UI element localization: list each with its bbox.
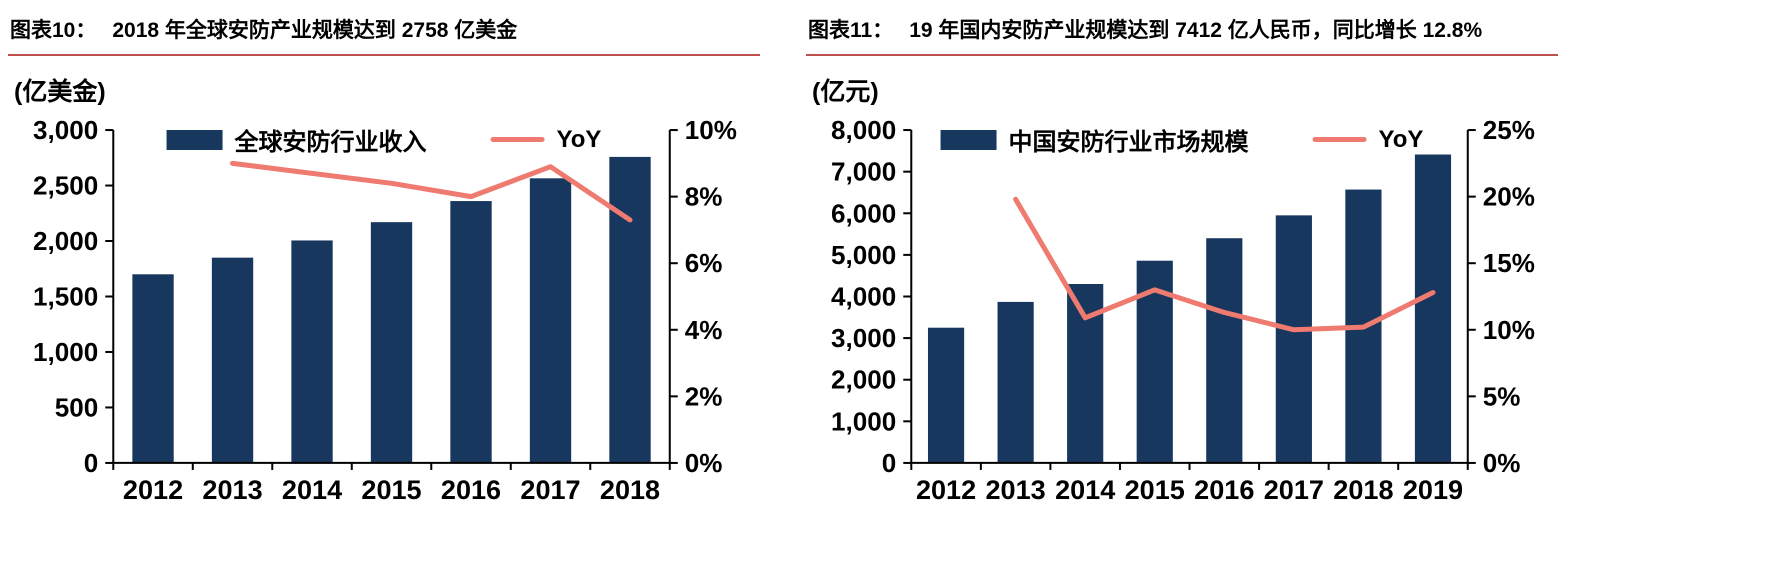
left-axis-tick-label: 3,000	[831, 323, 896, 353]
bar-2014	[291, 240, 333, 463]
right-axis-tick-label: 4%	[685, 315, 723, 345]
x-axis-category-label: 2018	[1333, 474, 1393, 505]
left-axis-tick-label: 1,500	[33, 282, 98, 312]
legend-item-bar: 全球安防行业收入	[166, 122, 427, 157]
right-axis-tick-label: 5%	[1483, 381, 1521, 411]
x-axis-category-label: 2017	[1264, 474, 1324, 505]
right-axis-tick-label: 8%	[685, 182, 723, 212]
bar-2013	[211, 257, 254, 463]
x-axis-category-label: 2014	[282, 474, 342, 505]
left-axis-tick-label: 8,000	[831, 115, 896, 145]
left-axis-tick-label: 0	[84, 448, 99, 478]
left-axis-tick-label: 2,000	[33, 226, 98, 256]
china-security-market-chart: 0 1,000 2,000 3,000 4,000 5,000 6,000 7,000 8,00…	[806, 110, 1558, 523]
bar-series-swatch	[940, 129, 997, 150]
right-axis-tick-label: 25%	[1483, 115, 1535, 145]
figure-title: 19 年国内安防产业规模达到 7412 亿人民币，同比增长 12.8%	[909, 19, 1483, 42]
report-figures-row: 图表10： 2018 年全球安防产业规模达到 2758 亿美金 (亿美金) 0 5…	[8, 12, 1558, 523]
figure-label: 图表11：	[808, 19, 894, 42]
left-axis-tick-label: 3,000	[33, 115, 98, 145]
left-axis-tick-label: 4,000	[831, 282, 896, 312]
left-axis-unit-label: (亿元)	[812, 78, 879, 106]
bar-2015	[370, 222, 413, 463]
yoy-line	[230, 160, 633, 223]
right-axis-tick-label: 20%	[1483, 182, 1535, 212]
left-axis-tick-label: 6,000	[831, 198, 896, 228]
right-axis-tick-label: 15%	[1483, 248, 1535, 278]
bar-2016	[450, 201, 492, 463]
bar-2012	[132, 274, 174, 463]
bar-2017	[529, 178, 572, 463]
figure-title: 2018 年全球安防产业规模达到 2758 亿美金	[112, 19, 518, 42]
left-axis-unit-label: (亿美金)	[14, 78, 106, 106]
x-axis-category-label: 2016	[1194, 474, 1254, 505]
figure-11-panel: 图表11： 19 年国内安防产业规模达到 7412 亿人民币，同比增长 12.8…	[806, 12, 1558, 523]
bar-2018	[609, 156, 651, 463]
bar-2013	[997, 301, 1034, 463]
x-axis-category-label: 2012	[123, 474, 183, 505]
left-axis-tick-label: 500	[55, 392, 98, 422]
bar-series-label: 中国安防行业市场规模	[1008, 129, 1249, 156]
x-axis-category-label: 2013	[986, 474, 1046, 505]
line-series-label: YoY	[1378, 125, 1424, 153]
line-series-swatch	[1312, 137, 1367, 142]
figure-10-header: 图表10： 2018 年全球安防产业规模达到 2758 亿美金	[8, 12, 760, 56]
x-axis-category-label: 2015	[1125, 474, 1185, 505]
left-axis-tick-label: 5,000	[831, 240, 896, 270]
legend: 全球安防行业收入 YoY	[166, 122, 602, 157]
chart-canvas: 0 500 1,000 1,500 2,000 2,500 3,000 0% 2% 4% 6% 8% 1…	[33, 115, 737, 505]
legend-item-line: YoY	[490, 125, 602, 154]
x-axis-category-label: 2015	[361, 474, 421, 505]
left-axis-tick-label: 2,500	[33, 171, 98, 201]
bar-2019	[1414, 154, 1452, 463]
yoy-line	[1013, 196, 1436, 333]
figure-label: 图表10：	[10, 19, 97, 42]
right-axis-tick-label: 0%	[685, 448, 723, 478]
x-axis-category-label: 2019	[1403, 474, 1463, 505]
figure-11-header: 图表11： 19 年国内安防产业规模达到 7412 亿人民币，同比增长 12.8…	[806, 12, 1558, 56]
left-axis-tick-label: 0	[882, 448, 897, 478]
right-axis-tick-label: 2%	[685, 381, 723, 411]
x-axis-category-label: 2013	[202, 474, 262, 505]
bar-series-swatch	[166, 129, 223, 150]
left-axis-tick-label: 1,000	[831, 406, 896, 436]
x-axis-category-label: 2018	[600, 474, 660, 505]
chart-canvas: 0 1,000 2,000 3,000 4,000 5,000 6,000 7,000 8,00…	[831, 115, 1535, 505]
bar-2012	[927, 327, 965, 463]
left-axis-tick-label: 1,000	[33, 337, 98, 367]
left-axis-tick-label: 7,000	[831, 157, 896, 187]
x-axis-category-label: 2014	[1055, 474, 1115, 505]
right-axis-tick-label: 0%	[1483, 448, 1521, 478]
x-axis-category-label: 2016	[441, 474, 501, 505]
legend: 中国安防行业市场规模 YoY	[940, 122, 1424, 157]
x-axis-category-label: 2012	[916, 474, 976, 505]
figure-10-panel: 图表10： 2018 年全球安防产业规模达到 2758 亿美金 (亿美金) 0 5…	[8, 12, 760, 523]
global-security-revenue-chart: 0 500 1,000 1,500 2,000 2,500 3,000 0% 2% 4% 6% 8% 1…	[8, 110, 760, 523]
legend-item-line: YoY	[1312, 125, 1424, 154]
right-axis-tick-label: 10%	[1483, 315, 1535, 345]
line-series-swatch	[490, 137, 545, 142]
line-series-label: YoY	[556, 125, 602, 153]
bar-2017	[1275, 215, 1312, 463]
x-axis-category-label: 2017	[520, 474, 580, 505]
bar-2016	[1206, 238, 1243, 463]
left-axis-tick-label: 2,000	[831, 365, 896, 395]
right-axis-tick-label: 10%	[685, 115, 737, 145]
right-axis-tick-label: 6%	[685, 248, 723, 278]
legend-item-bar: 中国安防行业市场规模	[940, 122, 1249, 157]
bar-series-label: 全球安防行业收入	[234, 129, 427, 156]
